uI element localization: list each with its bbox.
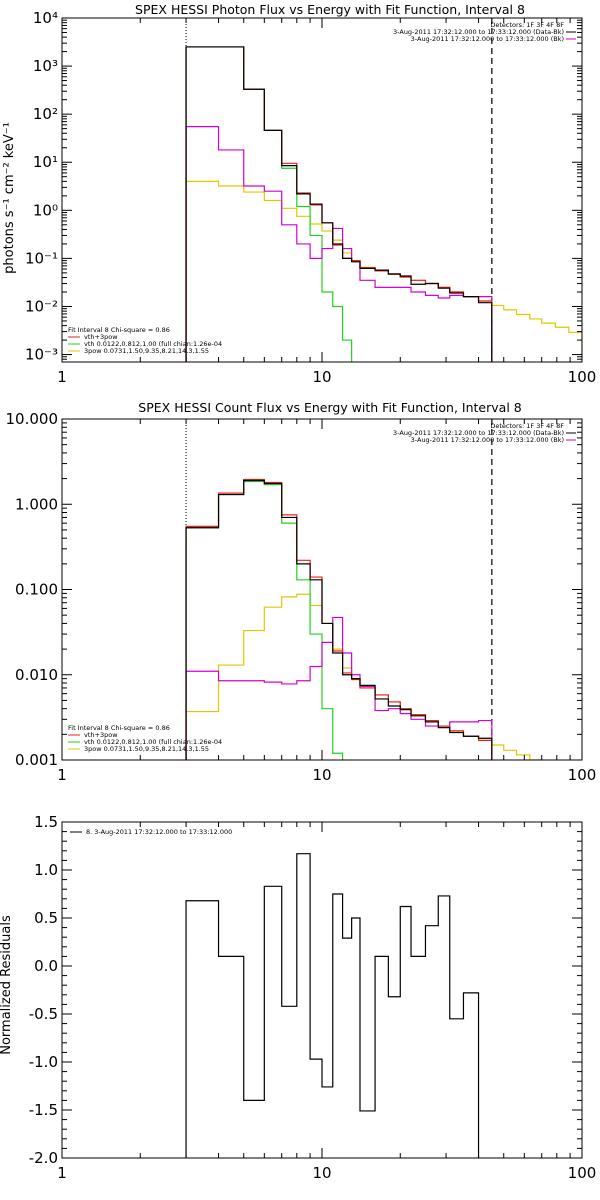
x-tick-label: 10 — [312, 766, 331, 784]
x-tick-label: 10 — [312, 368, 331, 386]
y-tick-label: 10⁻² — [25, 297, 58, 315]
series-vth-3pow — [185, 46, 493, 362]
legend-top-entry: 8. 3-Aug-2011 17:32:12.000 to 17:33:12.0… — [86, 828, 232, 836]
legend-top-entry: 3-Aug-2011 17:32:12.000 to 17:33:12.000 … — [393, 28, 564, 36]
legend-top-entry: 3-Aug-2011 17:32:12.000 to 17:33:12.000 … — [411, 35, 564, 43]
legend-top-entry: 3-Aug-2011 17:32:12.000 to 17:33:12.000 … — [411, 436, 564, 444]
fit-legend-entry: vth+3pow — [84, 731, 118, 739]
legend-top-entry: Detectors: 1F 3F 4F 8F — [490, 21, 564, 29]
y-tick-label: 10⁴ — [33, 9, 58, 27]
fit-legend-entry: 3pow 0.0731,1.50,9.35,8.21,14.3,1.55 — [84, 347, 209, 355]
y-tick-label: 1.5 — [34, 813, 58, 831]
y-tick-label: 1.0 — [34, 861, 58, 879]
x-tick-label: 100 — [568, 368, 597, 386]
y-tick-label: 0.001 — [15, 751, 58, 769]
y-tick-label: 0.5 — [34, 909, 58, 927]
panel-title: SPEX HESSI Count Flux vs Energy with Fit… — [138, 400, 521, 415]
y-tick-label: -0.5 — [29, 1005, 58, 1023]
y-tick-label: 10.000 — [6, 410, 59, 428]
y-tick-label: 1.000 — [15, 495, 58, 513]
fit-legend-header: Fit Interval 8 Chi-square = 0.86 — [68, 326, 170, 334]
count-flux-panel: SPEX HESSI Count Flux vs Energy with Fit… — [6, 400, 597, 784]
photon-flux-panel: SPEX HESSI Photon Flux vs Energy with Fi… — [2, 2, 597, 386]
y-tick-label: 0.0 — [34, 957, 58, 975]
y-tick-label: 10³ — [33, 57, 58, 75]
y-axis-label: photons s⁻¹ cm⁻² keV⁻¹ — [2, 122, 17, 274]
x-tick-label: 10 — [312, 1164, 331, 1182]
y-tick-label: 10⁰ — [33, 201, 58, 219]
series-bk — [185, 616, 493, 760]
x-tick-label: 100 — [568, 766, 597, 784]
series-vth — [185, 480, 344, 760]
plot-frame — [61, 17, 583, 363]
x-tick-label: 1 — [57, 1164, 67, 1182]
y-tick-label: -2.0 — [29, 1149, 58, 1167]
y-tick-label: 10⁻³ — [25, 346, 58, 364]
panel-title: SPEX HESSI Photon Flux vs Energy with Fi… — [135, 2, 525, 17]
x-tick-label: 1 — [57, 766, 67, 784]
y-tick-label: -1.5 — [29, 1101, 58, 1119]
y-tick-label: 0.010 — [15, 666, 58, 684]
series-vth — [185, 46, 353, 362]
legend-top-entry: 3-Aug-2011 17:32:12.000 to 17:33:12.000 … — [393, 429, 564, 437]
series-bk — [185, 126, 493, 362]
plot-frame — [61, 418, 583, 761]
series-3pow — [185, 180, 582, 362]
y-tick-label: 0.100 — [15, 581, 58, 599]
residuals-panel: Normalized Residuals 1 10 100 -2.0 -1.5 -1.0 -… — [0, 813, 597, 1182]
y-tick-label: 10² — [33, 105, 58, 123]
y-tick-label: 10⁻¹ — [25, 249, 58, 267]
fit-legend-header: Fit Interval 8 Chi-square = 0.86 — [68, 724, 170, 732]
plot-frame — [61, 821, 583, 1159]
series-3pow — [185, 593, 543, 760]
fit-legend-entry: vth 0.0122,0.812,1.00 (full chian:1.26e-… — [84, 340, 222, 348]
series-data-bk — [185, 479, 493, 760]
series-vth-3pow — [185, 478, 493, 760]
fit-legend-entry: vth 0.0122,0.812,1.00 (full chian:1.26e-… — [84, 738, 222, 746]
x-tick-label: 1 — [57, 368, 67, 386]
legend-top-entry: Detectors: 1F 3F 4F 8F — [490, 422, 564, 430]
y-tick-label: -1.0 — [29, 1053, 58, 1071]
x-tick-label: 100 — [568, 1164, 597, 1182]
y-axis-label: Normalized Residuals — [0, 915, 14, 1055]
series-data-bk — [185, 46, 493, 362]
fit-legend-entry: 3pow 0.0731,1.50,9.35,8.21,14.3,1.55 — [84, 745, 209, 753]
y-tick-label: 10¹ — [33, 153, 58, 171]
fit-legend-entry: vth+3pow — [84, 333, 118, 341]
series-residual — [185, 853, 480, 1158]
